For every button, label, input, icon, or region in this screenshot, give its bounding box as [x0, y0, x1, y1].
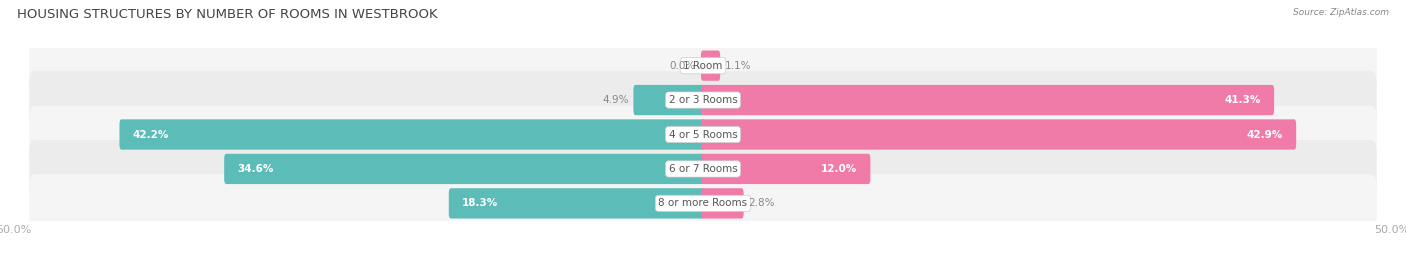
FancyBboxPatch shape — [120, 119, 704, 150]
FancyBboxPatch shape — [30, 105, 1376, 164]
FancyBboxPatch shape — [30, 37, 1376, 95]
FancyBboxPatch shape — [224, 154, 704, 184]
Text: HOUSING STRUCTURES BY NUMBER OF ROOMS IN WESTBROOK: HOUSING STRUCTURES BY NUMBER OF ROOMS IN… — [17, 8, 437, 21]
Text: 8 or more Rooms: 8 or more Rooms — [658, 198, 748, 208]
FancyBboxPatch shape — [30, 140, 1376, 198]
FancyBboxPatch shape — [702, 119, 1296, 150]
Text: Source: ZipAtlas.com: Source: ZipAtlas.com — [1294, 8, 1389, 17]
Text: 0.0%: 0.0% — [669, 61, 696, 71]
Text: 4.9%: 4.9% — [602, 95, 628, 105]
Text: 18.3%: 18.3% — [461, 198, 498, 208]
Text: 1.1%: 1.1% — [725, 61, 752, 71]
FancyBboxPatch shape — [449, 188, 704, 218]
Text: 4 or 5 Rooms: 4 or 5 Rooms — [669, 129, 737, 140]
Text: 2.8%: 2.8% — [748, 198, 775, 208]
FancyBboxPatch shape — [702, 188, 744, 218]
FancyBboxPatch shape — [702, 154, 870, 184]
Text: 2 or 3 Rooms: 2 or 3 Rooms — [669, 95, 737, 105]
FancyBboxPatch shape — [702, 51, 720, 81]
FancyBboxPatch shape — [634, 85, 704, 115]
Text: 12.0%: 12.0% — [821, 164, 858, 174]
FancyBboxPatch shape — [30, 71, 1376, 129]
Text: 42.9%: 42.9% — [1247, 129, 1284, 140]
Text: 1 Room: 1 Room — [683, 61, 723, 71]
FancyBboxPatch shape — [30, 174, 1376, 232]
Text: 6 or 7 Rooms: 6 or 7 Rooms — [669, 164, 737, 174]
Text: 41.3%: 41.3% — [1225, 95, 1261, 105]
Text: 42.2%: 42.2% — [132, 129, 169, 140]
Text: 34.6%: 34.6% — [238, 164, 274, 174]
FancyBboxPatch shape — [702, 85, 1274, 115]
